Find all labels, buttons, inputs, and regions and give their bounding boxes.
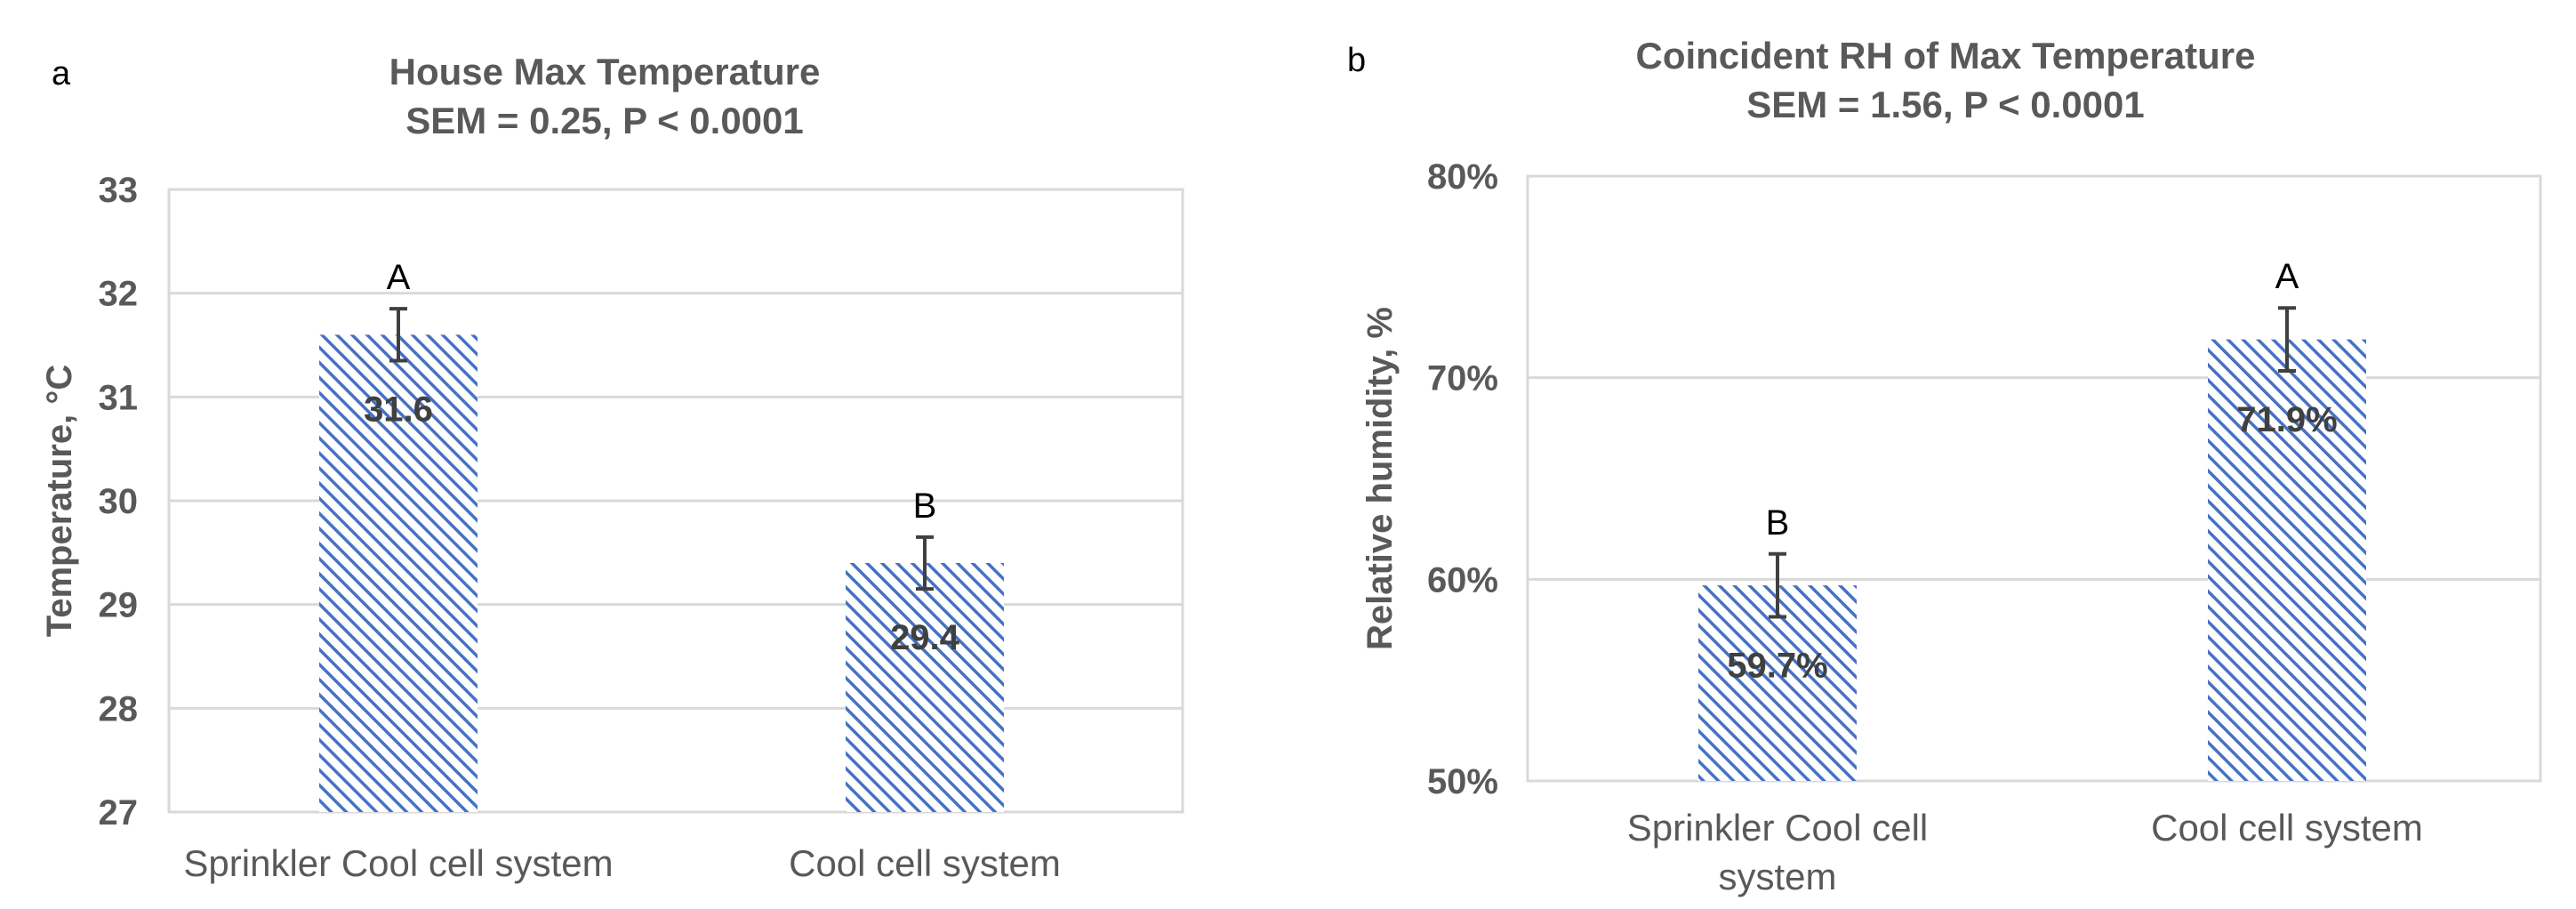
y-tick-label: 33 xyxy=(99,171,139,210)
y-tick-label: 70% xyxy=(1427,359,1498,398)
y-tick-label: 50% xyxy=(1427,762,1498,801)
y-tick-label: 29 xyxy=(99,586,139,625)
y-tick-label: 28 xyxy=(99,689,139,728)
chart-title-line-2: SEM = 1.56, P < 0.0001 xyxy=(1746,84,2145,125)
data-label: 31.6 xyxy=(364,390,433,430)
plot-frame xyxy=(1526,174,2542,783)
panel-a-chart: a House Max Temperature SEM = 0.25, P < 0.… xyxy=(40,51,1184,884)
y-axis-label: Relative humidity, % xyxy=(1360,307,1400,650)
chart-title-line-1: Coincident RH of Max Temperature xyxy=(1636,35,2256,76)
bar xyxy=(2208,339,2366,781)
x-tick-label: Sprinkler Cool cell system xyxy=(183,842,613,884)
y-axis-label: Temperature, °C xyxy=(40,365,79,637)
panel-b-chart: b Coincident RH of Max Temperature SEM = 1… xyxy=(1347,35,2542,897)
significance-letter: B xyxy=(1766,503,1790,543)
y-tick-label: 80% xyxy=(1427,157,1498,197)
panel-a-letter: a xyxy=(52,55,71,93)
bar xyxy=(319,334,477,812)
bar xyxy=(846,563,1004,812)
x-tick-label: Sprinkler Cool cell xyxy=(1627,807,1928,849)
significance-letter: A xyxy=(387,258,411,297)
y-tick-label: 60% xyxy=(1427,560,1498,599)
x-tick-label: Cool cell system xyxy=(789,842,1061,884)
chart-title-line-2: SEM = 0.25, P < 0.0001 xyxy=(405,100,804,141)
y-tick-label: 30 xyxy=(99,482,139,521)
panel-b-letter: b xyxy=(1347,42,1366,79)
chart-title-line-1: House Max Temperature xyxy=(389,51,821,93)
y-tick-label: 27 xyxy=(99,793,139,833)
x-tick-label: system xyxy=(1718,856,1836,897)
data-label: 59.7% xyxy=(1727,646,1827,685)
y-tick-label: 31 xyxy=(99,378,139,417)
significance-letter: B xyxy=(913,487,937,526)
data-label: 71.9% xyxy=(2236,400,2337,439)
data-label: 29.4 xyxy=(890,618,960,657)
significance-letter: A xyxy=(2275,257,2299,296)
y-tick-label: 32 xyxy=(99,275,139,314)
x-tick-label: Cool cell system xyxy=(2151,807,2423,849)
